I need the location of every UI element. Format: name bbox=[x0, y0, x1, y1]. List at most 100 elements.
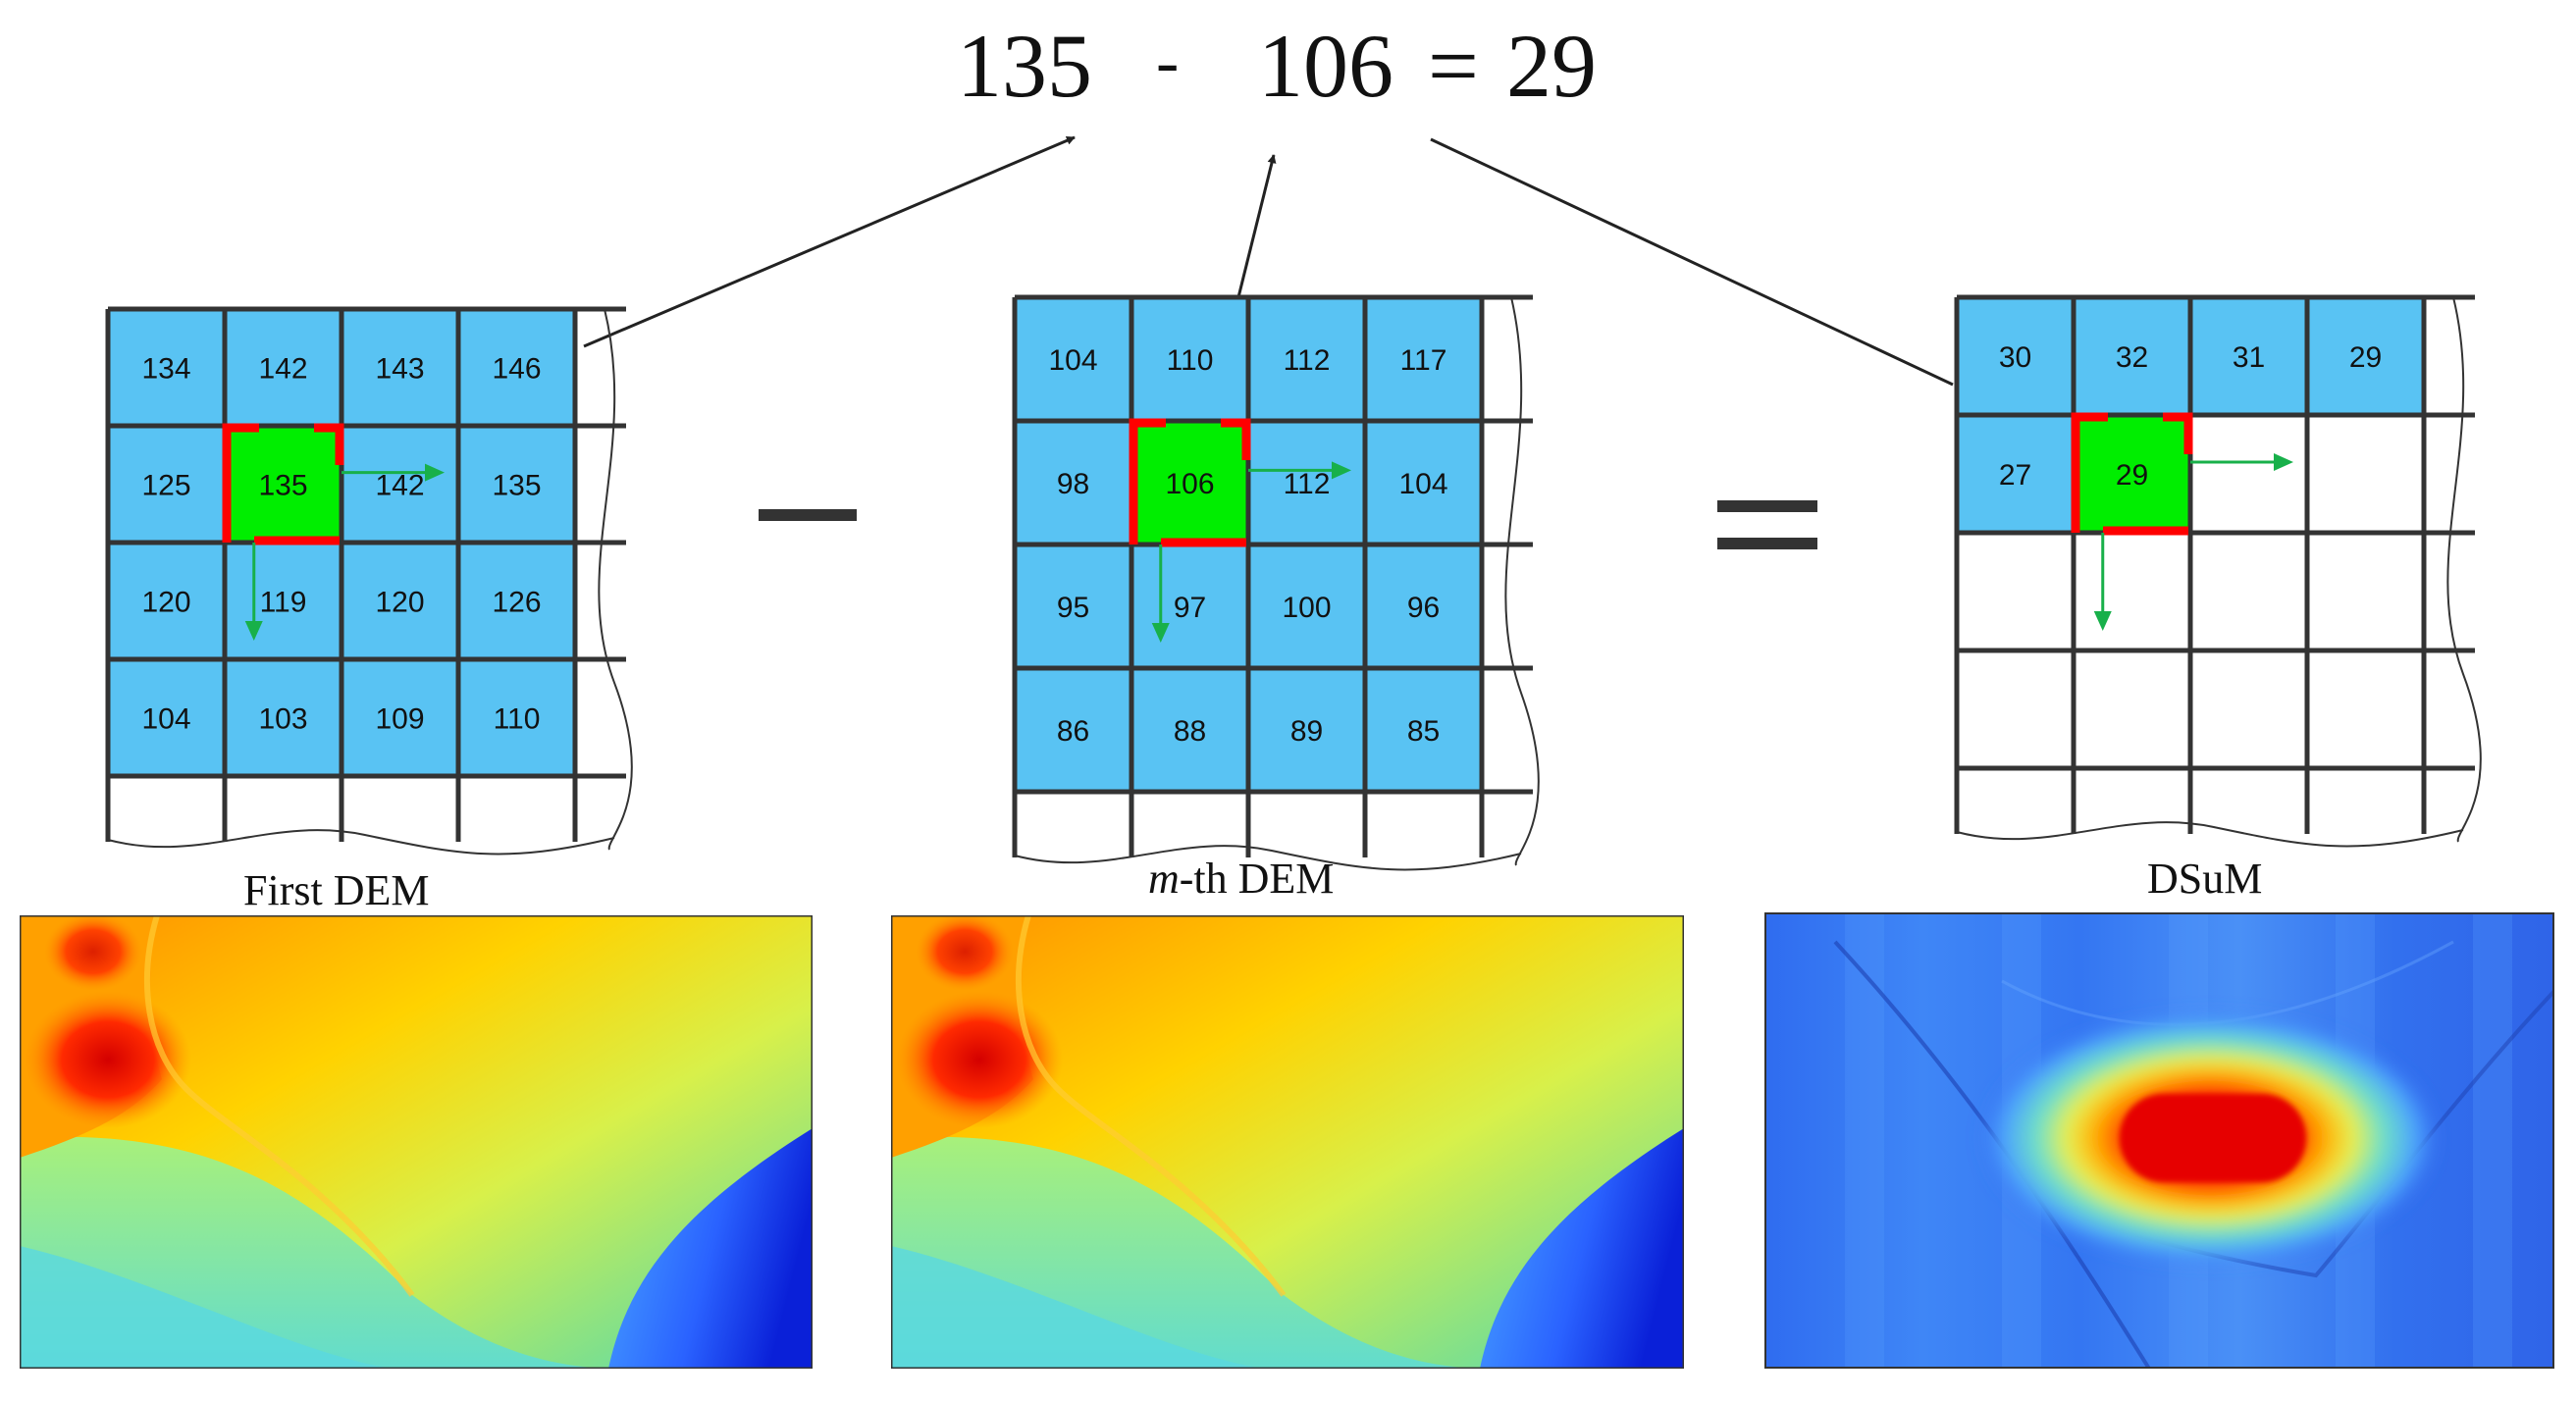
cell-value: 117 bbox=[1400, 344, 1447, 377]
cell-value: 32 bbox=[2116, 341, 2148, 374]
cell-value: 86 bbox=[1057, 715, 1089, 748]
cell-value: 125 bbox=[141, 470, 190, 502]
grid-cell bbox=[1131, 297, 1248, 421]
cell-value: 109 bbox=[375, 703, 424, 736]
grid-cell bbox=[1131, 668, 1248, 792]
cell-value: 97 bbox=[1174, 592, 1206, 624]
cell-value: 112 bbox=[1284, 468, 1331, 500]
caption-first-dem: First DEM bbox=[243, 866, 429, 914]
cell-value: 88 bbox=[1174, 715, 1206, 748]
grid-cell-highlighted bbox=[225, 426, 342, 543]
highlight-bracket bbox=[1221, 418, 1251, 460]
cell-value: 143 bbox=[375, 353, 424, 386]
grid-cell bbox=[2074, 297, 2190, 415]
grid-cell bbox=[342, 309, 458, 426]
cell-value: 104 bbox=[1048, 344, 1097, 377]
grid-cell bbox=[1365, 297, 1482, 421]
grid-cell bbox=[2190, 297, 2307, 415]
grid-cell bbox=[1365, 545, 1482, 668]
caption-mth-dem: m-th DEM bbox=[1148, 855, 1334, 903]
connector-arrows bbox=[583, 135, 1954, 387]
arrow-first-dem-to-equation bbox=[583, 135, 1076, 348]
grid-wavy-bottom-edge bbox=[1956, 821, 2464, 848]
grid-cell bbox=[1248, 421, 1365, 545]
highlight-bracket bbox=[222, 423, 259, 543]
grid-cell bbox=[342, 659, 458, 776]
cell-value: 112 bbox=[1284, 344, 1331, 377]
cell-value: 85 bbox=[1407, 715, 1440, 748]
down-direction-arrow-head bbox=[244, 621, 263, 641]
cell-value: 89 bbox=[1290, 715, 1323, 748]
grid-cell bbox=[225, 659, 342, 776]
highlight-bracket bbox=[1129, 418, 1166, 545]
grid-cell bbox=[108, 659, 225, 776]
cell-value: 126 bbox=[492, 587, 541, 619]
down-direction-arrow-head bbox=[1151, 623, 1170, 643]
grid-cell bbox=[458, 426, 575, 543]
grid-cell bbox=[1015, 545, 1131, 668]
cell-value: 106 bbox=[1165, 468, 1214, 500]
grid-cell bbox=[1015, 297, 1131, 421]
grid-cell bbox=[1248, 668, 1365, 792]
cell-value: 98 bbox=[1057, 468, 1089, 500]
cell-value: 142 bbox=[258, 353, 307, 386]
cell-value: 27 bbox=[1999, 459, 2031, 492]
caption-mth-dem-rest: -th DEM bbox=[1180, 855, 1335, 903]
grid-cell bbox=[225, 309, 342, 426]
grid-cell bbox=[458, 309, 575, 426]
grid-wavy-bottom-edge bbox=[107, 829, 615, 856]
grid-cell bbox=[1957, 415, 2074, 533]
grid-cell bbox=[1131, 545, 1248, 668]
arrow-mth-dem-to-equation bbox=[1236, 154, 1277, 298]
first-dem-grid: 134 142 143 146 125 135 142 135 120 119 120 126 104 1… bbox=[105, 306, 633, 856]
captions: First DEM m-th DEM DSuM bbox=[243, 855, 2262, 914]
grid-cell bbox=[1248, 297, 1365, 421]
grid-cell bbox=[1015, 421, 1131, 545]
mth-dem-grid: 104 110 112 117 98 106 112 104 95 97 100 96 86 88 89 85 bbox=[1012, 294, 1540, 871]
grid-cell bbox=[1015, 668, 1131, 792]
first-dem-heatmap bbox=[20, 915, 813, 1369]
cell-value: 104 bbox=[1398, 468, 1447, 500]
cell-value: 31 bbox=[2233, 341, 2265, 374]
cell-value: 104 bbox=[141, 703, 190, 736]
line-dsum-to-equation bbox=[1430, 137, 1954, 387]
grid-cell bbox=[342, 426, 458, 543]
mth-dem-heatmap bbox=[891, 915, 1684, 1369]
grid-wavy-right-edge bbox=[2446, 296, 2482, 843]
grid-cell-highlighted bbox=[1131, 421, 1248, 545]
grid-wavy-right-edge bbox=[598, 308, 633, 851]
grid-wavy-right-edge bbox=[1504, 296, 1540, 866]
cell-value: 110 bbox=[1167, 344, 1214, 377]
operators bbox=[759, 500, 1817, 549]
right-direction-arrow-head bbox=[2274, 453, 2293, 471]
grid-cell bbox=[108, 543, 225, 659]
grid-cell bbox=[108, 309, 225, 426]
equation-second-value: 106 bbox=[1258, 16, 1393, 116]
grid-cell bbox=[1365, 668, 1482, 792]
cell-value: 96 bbox=[1407, 592, 1440, 624]
caption-mth-dem-italic: m bbox=[1148, 855, 1180, 903]
cell-value: 135 bbox=[492, 470, 541, 502]
highlight-bracket bbox=[2071, 412, 2108, 533]
highlight-bracket bbox=[314, 423, 344, 465]
cell-value: 103 bbox=[258, 703, 307, 736]
cell-value: 29 bbox=[2116, 459, 2148, 492]
grid-cell-highlighted bbox=[2074, 415, 2190, 533]
cell-value: 110 bbox=[494, 703, 541, 736]
equation: 135 - 106 = 29 bbox=[957, 16, 1597, 116]
grid-cell bbox=[2307, 297, 2424, 415]
cell-value: 134 bbox=[141, 353, 190, 386]
equals-operator-bottom bbox=[1717, 538, 1817, 549]
cell-value: 95 bbox=[1057, 592, 1089, 624]
grid-cell bbox=[1957, 297, 2074, 415]
down-direction-arrow-head bbox=[2093, 611, 2112, 631]
cell-value: 142 bbox=[375, 470, 424, 502]
cell-value: 119 bbox=[260, 587, 307, 619]
equation-result-value: 29 bbox=[1506, 16, 1597, 116]
grid-cell bbox=[342, 543, 458, 659]
cell-value: 146 bbox=[492, 353, 541, 386]
right-direction-arrow-head bbox=[1332, 461, 1351, 480]
